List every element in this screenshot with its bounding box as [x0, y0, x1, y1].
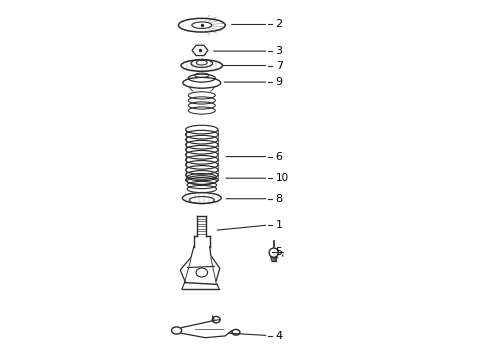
Text: 8: 8: [275, 194, 283, 204]
Text: 7: 7: [275, 60, 283, 71]
Text: 1: 1: [275, 220, 283, 230]
Text: 10: 10: [275, 173, 289, 183]
Text: 2: 2: [275, 19, 283, 30]
Text: 3: 3: [275, 46, 283, 56]
Text: 6: 6: [275, 152, 283, 162]
Text: 5: 5: [275, 247, 283, 257]
Text: 4: 4: [275, 330, 283, 341]
Text: 9: 9: [275, 77, 283, 87]
